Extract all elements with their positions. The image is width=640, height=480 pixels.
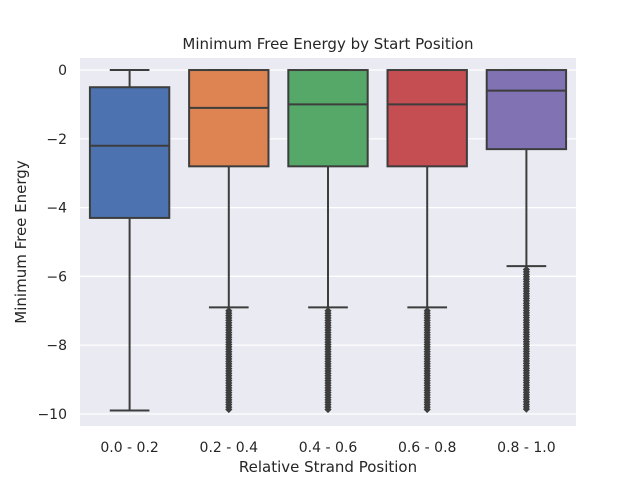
x-tick-label: 0.6 - 0.8 <box>398 440 456 456</box>
box-group <box>386 69 468 414</box>
y-tick-label: −8 <box>46 338 67 354</box>
y-tick-label: −4 <box>46 201 67 217</box>
x-tick-label: 0.0 - 0.2 <box>100 440 158 456</box>
outlier-point <box>522 405 530 413</box>
x-axis-ticks: 0.0 - 0.2 0.2 - 0.4 0.4 - 0.6 0.6 - 0.8 0.8 … <box>100 440 555 456</box>
box-series <box>88 69 568 414</box>
y-axis-label: Minimum Free Energy <box>12 160 30 324</box>
box-body <box>485 69 568 151</box>
outlier-point <box>324 405 332 414</box>
box-group <box>287 69 369 414</box>
y-tick-label: −10 <box>37 407 67 423</box>
x-tick-label: 0.2 - 0.4 <box>200 440 259 456</box>
y-tick-label: −6 <box>46 269 67 285</box>
box-body <box>88 86 171 219</box>
box-group <box>485 69 568 413</box>
x-tick-label: 0.8 - 1.0 <box>497 440 555 456</box>
y-tick-label: 0 <box>58 63 67 79</box>
box-group <box>88 69 171 412</box>
box-body <box>188 69 270 168</box>
x-tick-label: 0.4 - 0.6 <box>299 440 358 456</box>
chart-title: Minimum Free Energy by Start Position <box>182 35 473 53</box>
y-tick-label: −2 <box>46 132 67 148</box>
box-body <box>287 69 369 168</box>
x-axis-label: Relative Strand Position <box>239 458 417 476</box>
y-axis-ticks: 0 −2 −4 −6 −8 −10 <box>37 63 67 423</box>
box-body <box>386 69 468 168</box>
box-group <box>188 69 270 414</box>
outlier-point <box>423 405 431 414</box>
outlier-point <box>225 405 233 414</box>
